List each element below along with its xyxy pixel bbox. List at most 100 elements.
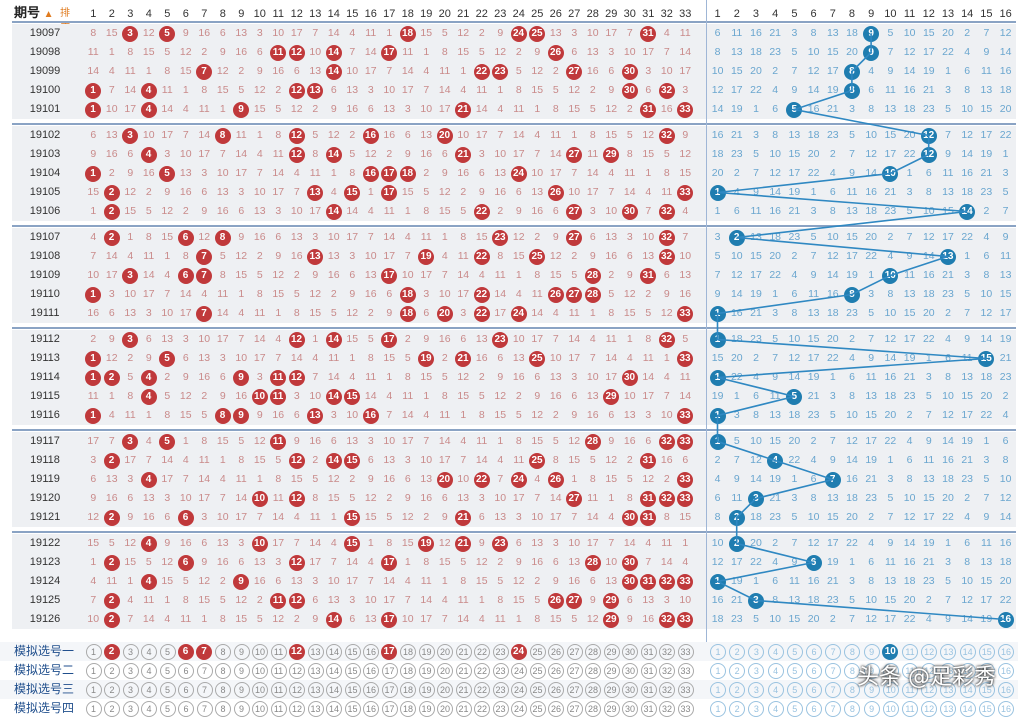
blue-pick-slot[interactable]: 11 [902, 644, 918, 660]
red-pick-slot[interactable]: 32 [659, 644, 675, 660]
red-pick-slot[interactable]: 16 [363, 682, 379, 698]
red-pick-slot[interactable]: 9 [233, 644, 250, 660]
red-pick-slot[interactable]: 1 [85, 663, 102, 679]
simulated-red-ball[interactable]: 12 [288, 643, 305, 660]
simulated-blue-ball[interactable]: 10 [882, 643, 899, 660]
blue-pick-slot[interactable]: 2 [729, 644, 746, 660]
blue-pick-slot[interactable]: 16 [998, 701, 1014, 717]
red-pick-slot[interactable]: 7 [196, 682, 213, 698]
blue-pick-slot[interactable]: 15 [978, 644, 995, 660]
red-pick-slot[interactable]: 13 [307, 682, 324, 698]
red-pick-slot[interactable]: 30 [622, 682, 638, 698]
blue-pick-slot[interactable]: 12 [921, 663, 938, 679]
red-pick-slot[interactable]: 6 [178, 701, 194, 717]
blue-pick-slot[interactable]: 16 [998, 644, 1014, 660]
red-pick-slot[interactable]: 32 [659, 701, 675, 717]
red-pick-slot[interactable]: 19 [418, 644, 435, 660]
red-pick-slot[interactable]: 5 [159, 682, 176, 698]
blue-pick-slot[interactable]: 7 [825, 701, 842, 717]
blue-pick-slot[interactable]: 7 [825, 682, 842, 698]
red-pick-slot[interactable]: 22 [474, 663, 490, 679]
red-pick-slot[interactable]: 14 [326, 682, 342, 698]
blue-pick-slot[interactable]: 2 [729, 682, 746, 698]
red-pick-slot[interactable]: 20 [437, 644, 453, 660]
red-pick-slot[interactable]: 28 [585, 644, 601, 660]
red-pick-slot[interactable]: 31 [640, 663, 657, 679]
red-pick-slot[interactable]: 11 [270, 682, 287, 698]
blue-pick-slot[interactable]: 11 [902, 663, 918, 679]
red-pick-slot[interactable]: 11 [270, 701, 287, 717]
simulated-red-ball[interactable]: 24 [510, 643, 527, 660]
red-pick-slot[interactable]: 13 [307, 663, 324, 679]
red-pick-slot[interactable]: 1 [85, 701, 102, 717]
blue-pick-slot[interactable]: 4 [767, 682, 784, 698]
red-pick-slot[interactable]: 12 [289, 663, 305, 679]
red-pick-slot[interactable]: 6 [178, 663, 194, 679]
red-pick-slot[interactable]: 4 [141, 663, 157, 679]
blue-pick-slot[interactable]: 15 [978, 663, 995, 679]
simulation-row[interactable]: 模拟选号三 1 2 3 4 5 6 7 8 9 10 11 12 13 14 15 16 17 18 19 20 21 22… [0, 680, 1018, 699]
red-pick-slot[interactable]: 3 [122, 701, 139, 717]
red-pick-slot[interactable]: 20 [437, 663, 453, 679]
red-pick-slot[interactable]: 18 [400, 663, 416, 679]
red-pick-slot[interactable]: 13 [307, 644, 324, 660]
blue-pick-slot[interactable]: 13 [940, 644, 957, 660]
red-pick-slot[interactable]: 33 [677, 682, 694, 698]
red-pick-slot[interactable]: 17 [381, 663, 398, 679]
red-pick-slot[interactable]: 32 [659, 682, 675, 698]
blue-pick-slot[interactable]: 6 [806, 663, 822, 679]
red-pick-slot[interactable]: 13 [307, 701, 324, 717]
red-pick-slot[interactable]: 26 [548, 644, 564, 660]
red-pick-slot[interactable]: 33 [677, 644, 694, 660]
blue-pick-slot[interactable]: 3 [748, 663, 765, 679]
red-pick-slot[interactable]: 26 [548, 663, 564, 679]
blue-pick-slot[interactable]: 5 [786, 644, 803, 660]
red-pick-slot[interactable]: 2 [104, 701, 120, 717]
simulated-red-ball[interactable]: 6 [177, 643, 194, 660]
blue-pick-slot[interactable]: 13 [940, 701, 957, 717]
red-pick-slot[interactable]: 8 [215, 663, 231, 679]
blue-pick-slot[interactable]: 9 [863, 644, 880, 660]
sort-arrow-icon[interactable]: ▲ [43, 9, 54, 20]
red-pick-slot[interactable]: 9 [233, 682, 250, 698]
red-pick-slot[interactable]: 10 [252, 644, 268, 660]
blue-pick-slot[interactable]: 6 [806, 701, 822, 717]
blue-pick-slot[interactable]: 5 [786, 701, 803, 717]
red-pick-slot[interactable]: 12 [289, 701, 305, 717]
red-pick-slot[interactable]: 29 [603, 701, 620, 717]
red-pick-slot[interactable]: 19 [418, 701, 435, 717]
blue-pick-slot[interactable]: 10 [882, 701, 899, 717]
red-pick-slot[interactable]: 11 [270, 644, 287, 660]
red-pick-slot[interactable]: 25 [529, 663, 546, 679]
red-pick-slot[interactable]: 5 [159, 701, 176, 717]
blue-pick-slot[interactable]: 8 [844, 701, 861, 717]
red-pick-slot[interactable]: 21 [455, 644, 472, 660]
red-pick-slot[interactable]: 29 [603, 644, 620, 660]
red-pick-slot[interactable]: 19 [418, 682, 435, 698]
blue-pick-slot[interactable]: 9 [863, 663, 880, 679]
red-pick-slot[interactable]: 12 [289, 682, 305, 698]
red-pick-slot[interactable]: 5 [159, 644, 176, 660]
blue-pick-slot[interactable]: 3 [748, 701, 765, 717]
red-pick-slot[interactable]: 5 [159, 663, 176, 679]
simulation-row[interactable]: 模拟选号一 1 2 3 4 5 6 7 8 9 10 11 12 13 14 15 16 17 18 19 20 21 22… [0, 642, 1018, 661]
red-pick-slot[interactable]: 17 [381, 701, 398, 717]
red-pick-slot[interactable]: 24 [511, 701, 527, 717]
red-pick-slot[interactable]: 2 [104, 682, 120, 698]
issue-header[interactable]: 期号 ▲ [14, 4, 70, 22]
simulated-red-ball[interactable]: 17 [381, 643, 397, 660]
red-pick-slot[interactable]: 26 [548, 701, 564, 717]
red-pick-slot[interactable]: 25 [529, 701, 546, 717]
red-pick-slot[interactable]: 22 [474, 701, 490, 717]
red-pick-slot[interactable]: 1 [85, 644, 102, 660]
blue-pick-slot[interactable]: 6 [806, 682, 822, 698]
blue-pick-slot[interactable]: 1 [710, 682, 726, 698]
blue-pick-slot[interactable]: 5 [786, 663, 803, 679]
blue-pick-slot[interactable]: 12 [921, 701, 938, 717]
red-pick-slot[interactable]: 10 [252, 682, 268, 698]
blue-pick-slot[interactable]: 4 [767, 663, 784, 679]
red-pick-slot[interactable]: 27 [566, 644, 583, 660]
red-pick-slot[interactable]: 4 [141, 682, 157, 698]
red-pick-slot[interactable]: 23 [492, 682, 509, 698]
simulation-row[interactable]: 模拟选号二 1 2 3 4 5 6 7 8 9 10 11 12 13 14 15 16 17 18 19 20 21 22… [0, 661, 1018, 680]
